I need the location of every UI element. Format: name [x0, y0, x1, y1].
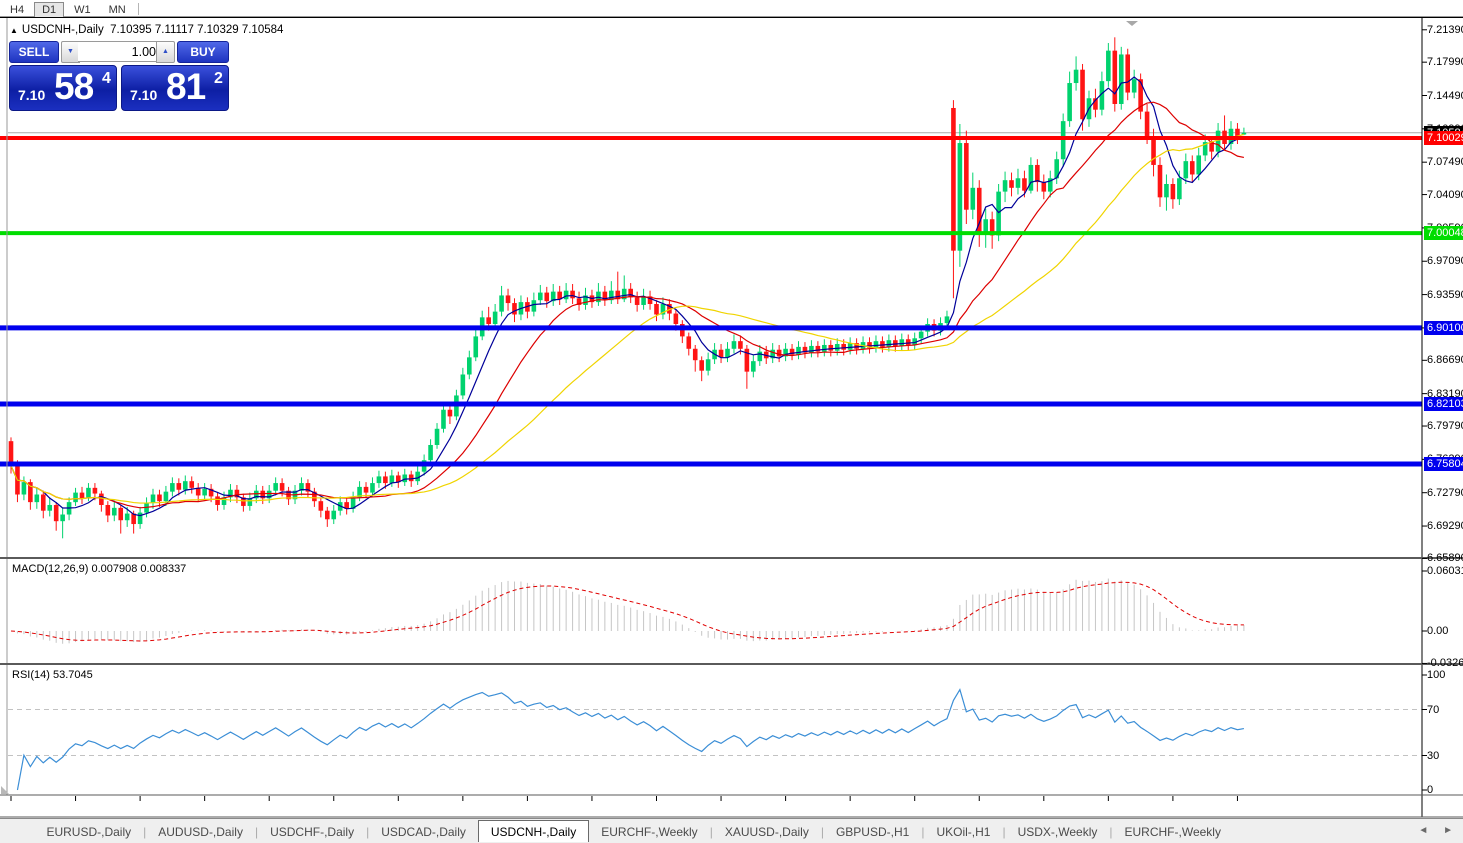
chart-tab-bar: EURUSD-,Daily | AUDUSD-,Daily | USDCHF-,Dail… [0, 818, 1463, 843]
chart-tab-usdcad-daily[interactable]: USDCAD-,Daily [381, 825, 466, 839]
rsi-indicator-label: RSI(14) 53.7045 [12, 669, 93, 681]
chart-tab-eurusd-daily[interactable]: EURUSD-,Daily [46, 825, 132, 839]
macd-axis-tick: 0.00 [1427, 625, 1449, 637]
tab-separator: | [1109, 825, 1113, 839]
rsi-axis-tick: 70 [1427, 703, 1440, 716]
price-axis-tick: 7.04090 [1427, 188, 1463, 201]
price-axis-tick: 7.14490 [1427, 89, 1463, 102]
chart-tab-gbpusd-h1[interactable]: GBPUSD-,H1 [835, 825, 910, 839]
chart-tab-usdchf-daily[interactable]: USDCHF-,Daily [270, 825, 355, 839]
period-button-h4[interactable]: H4 [10, 4, 25, 16]
sell-price-main: 58 [54, 66, 94, 107]
tab-scroll-buttons: ◄ ► [1412, 823, 1459, 838]
tab-separator: | [143, 825, 147, 839]
tab-separator: | [921, 825, 925, 839]
chart-tab-xauusd-daily[interactable]: XAUUSD-,Daily [724, 825, 809, 839]
macd-axis-tick: 0.060317 [1427, 565, 1463, 577]
price-axis-tick: 6.83190 [1427, 387, 1463, 400]
symbol-name: USDCNH-,Daily [21, 24, 104, 36]
buy-price-pip: 2 [214, 70, 223, 87]
rsi-value: 53.7045 [52, 669, 93, 681]
sell-price-prefix: 7.10 [18, 87, 46, 103]
tab-separator: | [366, 825, 370, 839]
price-axis-tick: 6.86690 [1427, 354, 1463, 367]
ohlc-values: 7.10395 7.11117 7.10329 7.10584 [110, 24, 284, 36]
price-axis-tick: 6.65890 [1427, 552, 1463, 565]
tab-separator: | [1002, 825, 1006, 839]
tab-scroll-right-button[interactable]: ► [1443, 825, 1453, 836]
rsi-axis-tick: 100 [1427, 669, 1446, 681]
chart-window: ▲ USDCNH-,Daily 7.10395 7.11117 7.10329 7… [0, 17, 1463, 831]
volume-increase-button[interactable]: ▲ [156, 41, 175, 63]
period-button-d1[interactable]: D1 [34, 2, 65, 18]
chart-tab-eurchf-weekly[interactable]: EURCHF-,Weekly [1124, 825, 1221, 839]
buy-price-display[interactable]: 7.10 81 2 [121, 65, 229, 111]
price-axis-tick: 7.17990 [1427, 56, 1463, 69]
chart-tab-eurchf-weekly[interactable]: EURCHF-,Weekly [601, 825, 698, 839]
macd-axis-tick: -0.032648 [1427, 657, 1463, 670]
chart-tab-ukoil-h1[interactable]: UKOil-,H1 [936, 825, 991, 839]
price-axis-tick: 6.72790 [1427, 486, 1463, 499]
sell-price-display[interactable]: 7.10 58 4 [9, 65, 117, 111]
macd-values: 0.007908 0.008337 [91, 563, 187, 575]
tab-separator: | [254, 825, 259, 839]
price-axis-tick: 6.69290 [1427, 520, 1463, 533]
symbol-title: ▲ USDCNH-,Daily 7.10395 7.11117 7.10329 7… [10, 24, 283, 36]
rsi-axis-tick: 0 [1427, 784, 1434, 796]
chart-tab-usdx-weekly[interactable]: USDX-,Weekly [1017, 825, 1098, 839]
chart-tab-usdcnh-daily[interactable]: USDCNH-,Daily [477, 820, 590, 842]
macd-indicator-label: MACD(12,26,9) 0.007908 0.008337 [12, 563, 187, 575]
tab-scroll-left-button[interactable]: ◄ [1418, 825, 1429, 836]
toolbar-separator [137, 2, 139, 15]
period-toolbar: H4 D1 W1 MN [0, 0, 1463, 18]
period-button-w1[interactable]: W1 [74, 4, 91, 16]
line-price-label: 7.00048 [1424, 226, 1463, 241]
sell-price-pip: 4 [102, 70, 111, 87]
price-axis-tick: 6.93590 [1427, 288, 1463, 301]
sell-button[interactable]: SELL [9, 41, 59, 63]
tab-separator: | [820, 825, 824, 839]
price-chart-canvas [0, 18, 1463, 818]
line-price-label: 7.10029 [1424, 131, 1463, 145]
buy-price-main: 81 [166, 66, 206, 107]
tab-separator: | [709, 825, 713, 839]
price-axis-tick: 6.79790 [1427, 420, 1463, 433]
line-price-label: 6.75804 [1424, 456, 1463, 471]
buy-button[interactable]: BUY [177, 41, 229, 63]
rsi-axis-tick: 30 [1427, 749, 1440, 762]
line-price-label: 6.82103 [1424, 396, 1463, 411]
collapse-trading-panel-icon[interactable]: ▲ [10, 26, 18, 35]
buy-price-prefix: 7.10 [130, 87, 158, 103]
volume-input[interactable] [78, 41, 164, 62]
price-axis-tick: 7.07490 [1427, 156, 1463, 169]
chart-tab-audusd-daily[interactable]: AUDUSD-,Daily [158, 825, 243, 839]
price-axis-tick: 7.21390 [1427, 23, 1463, 36]
line-price-label: 6.90100 [1424, 320, 1463, 335]
price-axis-tick: 6.97090 [1427, 255, 1463, 268]
period-button-mn[interactable]: MN [108, 4, 126, 16]
